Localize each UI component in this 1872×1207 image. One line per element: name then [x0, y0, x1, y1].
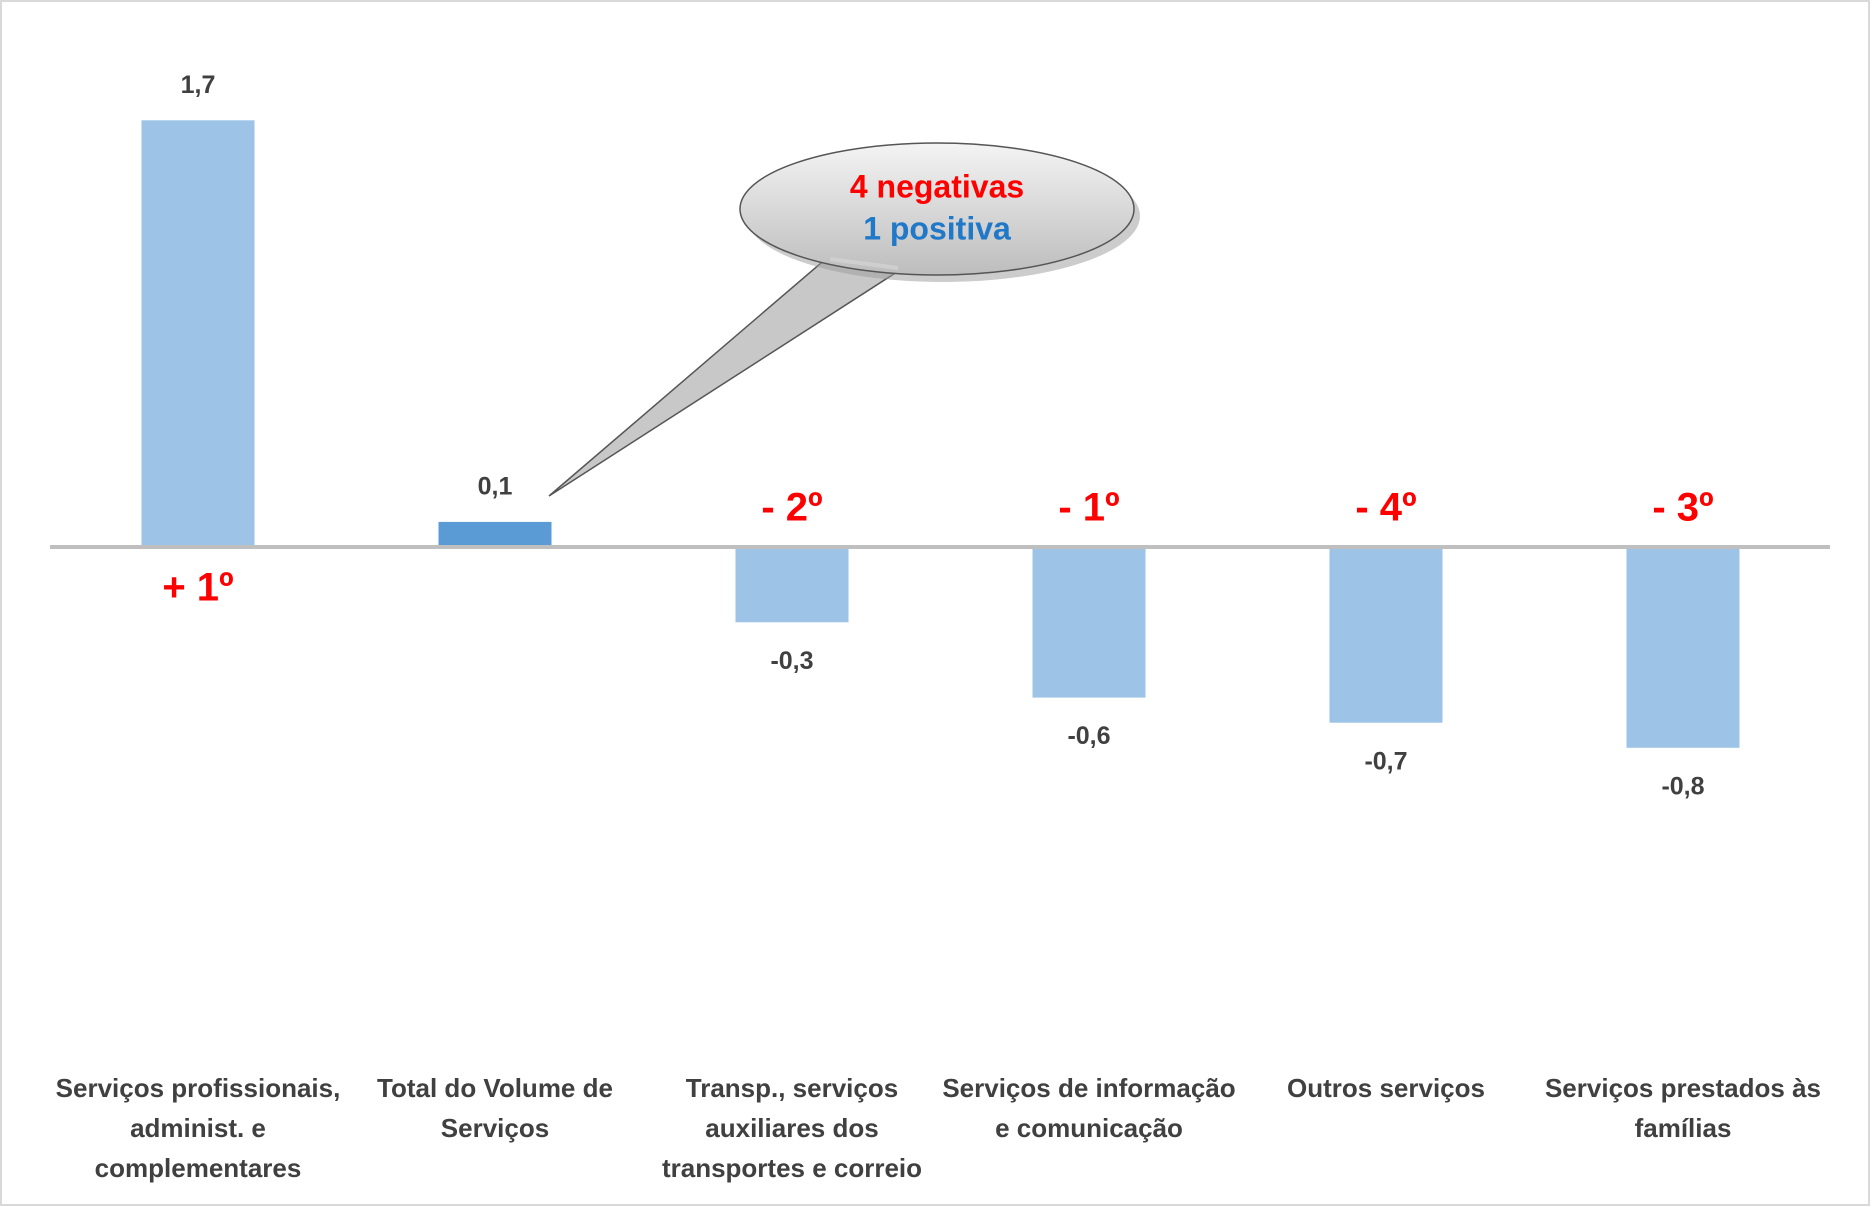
bar — [735, 547, 849, 623]
callout-text: 1 positiva — [863, 210, 1011, 246]
callout-text: 4 negativas — [850, 168, 1024, 204]
x-tick-label: Outros serviços — [1287, 1073, 1485, 1103]
bar — [1329, 547, 1443, 723]
rank-label: - 1º — [1058, 486, 1119, 530]
rank-label: + 1º — [162, 566, 233, 610]
rank-label: - 4º — [1355, 486, 1416, 530]
callout-join — [829, 257, 899, 270]
x-tick-label: Total do Volume de Serviços — [377, 1073, 613, 1143]
callout-shape — [548, 256, 903, 497]
bar — [1626, 547, 1740, 748]
bar — [438, 521, 552, 547]
value-label: -0,3 — [770, 647, 813, 675]
rank-label: - 2º — [761, 486, 822, 530]
x-tick-label: Serviços prestados às famílias — [1544, 1073, 1822, 1143]
value-label: -0,7 — [1364, 747, 1407, 775]
x-tick-label: Serviços profissionais, administ. e comp… — [55, 1073, 341, 1183]
bar — [141, 120, 255, 548]
rank-label: - 3º — [1652, 486, 1713, 530]
value-label: -0,6 — [1067, 722, 1110, 750]
callout-bubble — [739, 142, 1135, 276]
x-tick-label: Serviços de informação e comunicação — [942, 1073, 1236, 1143]
value-label: -0,8 — [1661, 772, 1704, 800]
bar — [1032, 547, 1146, 698]
value-label: 0,1 — [478, 473, 513, 501]
value-label: 1,7 — [181, 71, 216, 99]
x-tick-label: Transp., serviços auxiliares dos transpo… — [661, 1073, 923, 1183]
